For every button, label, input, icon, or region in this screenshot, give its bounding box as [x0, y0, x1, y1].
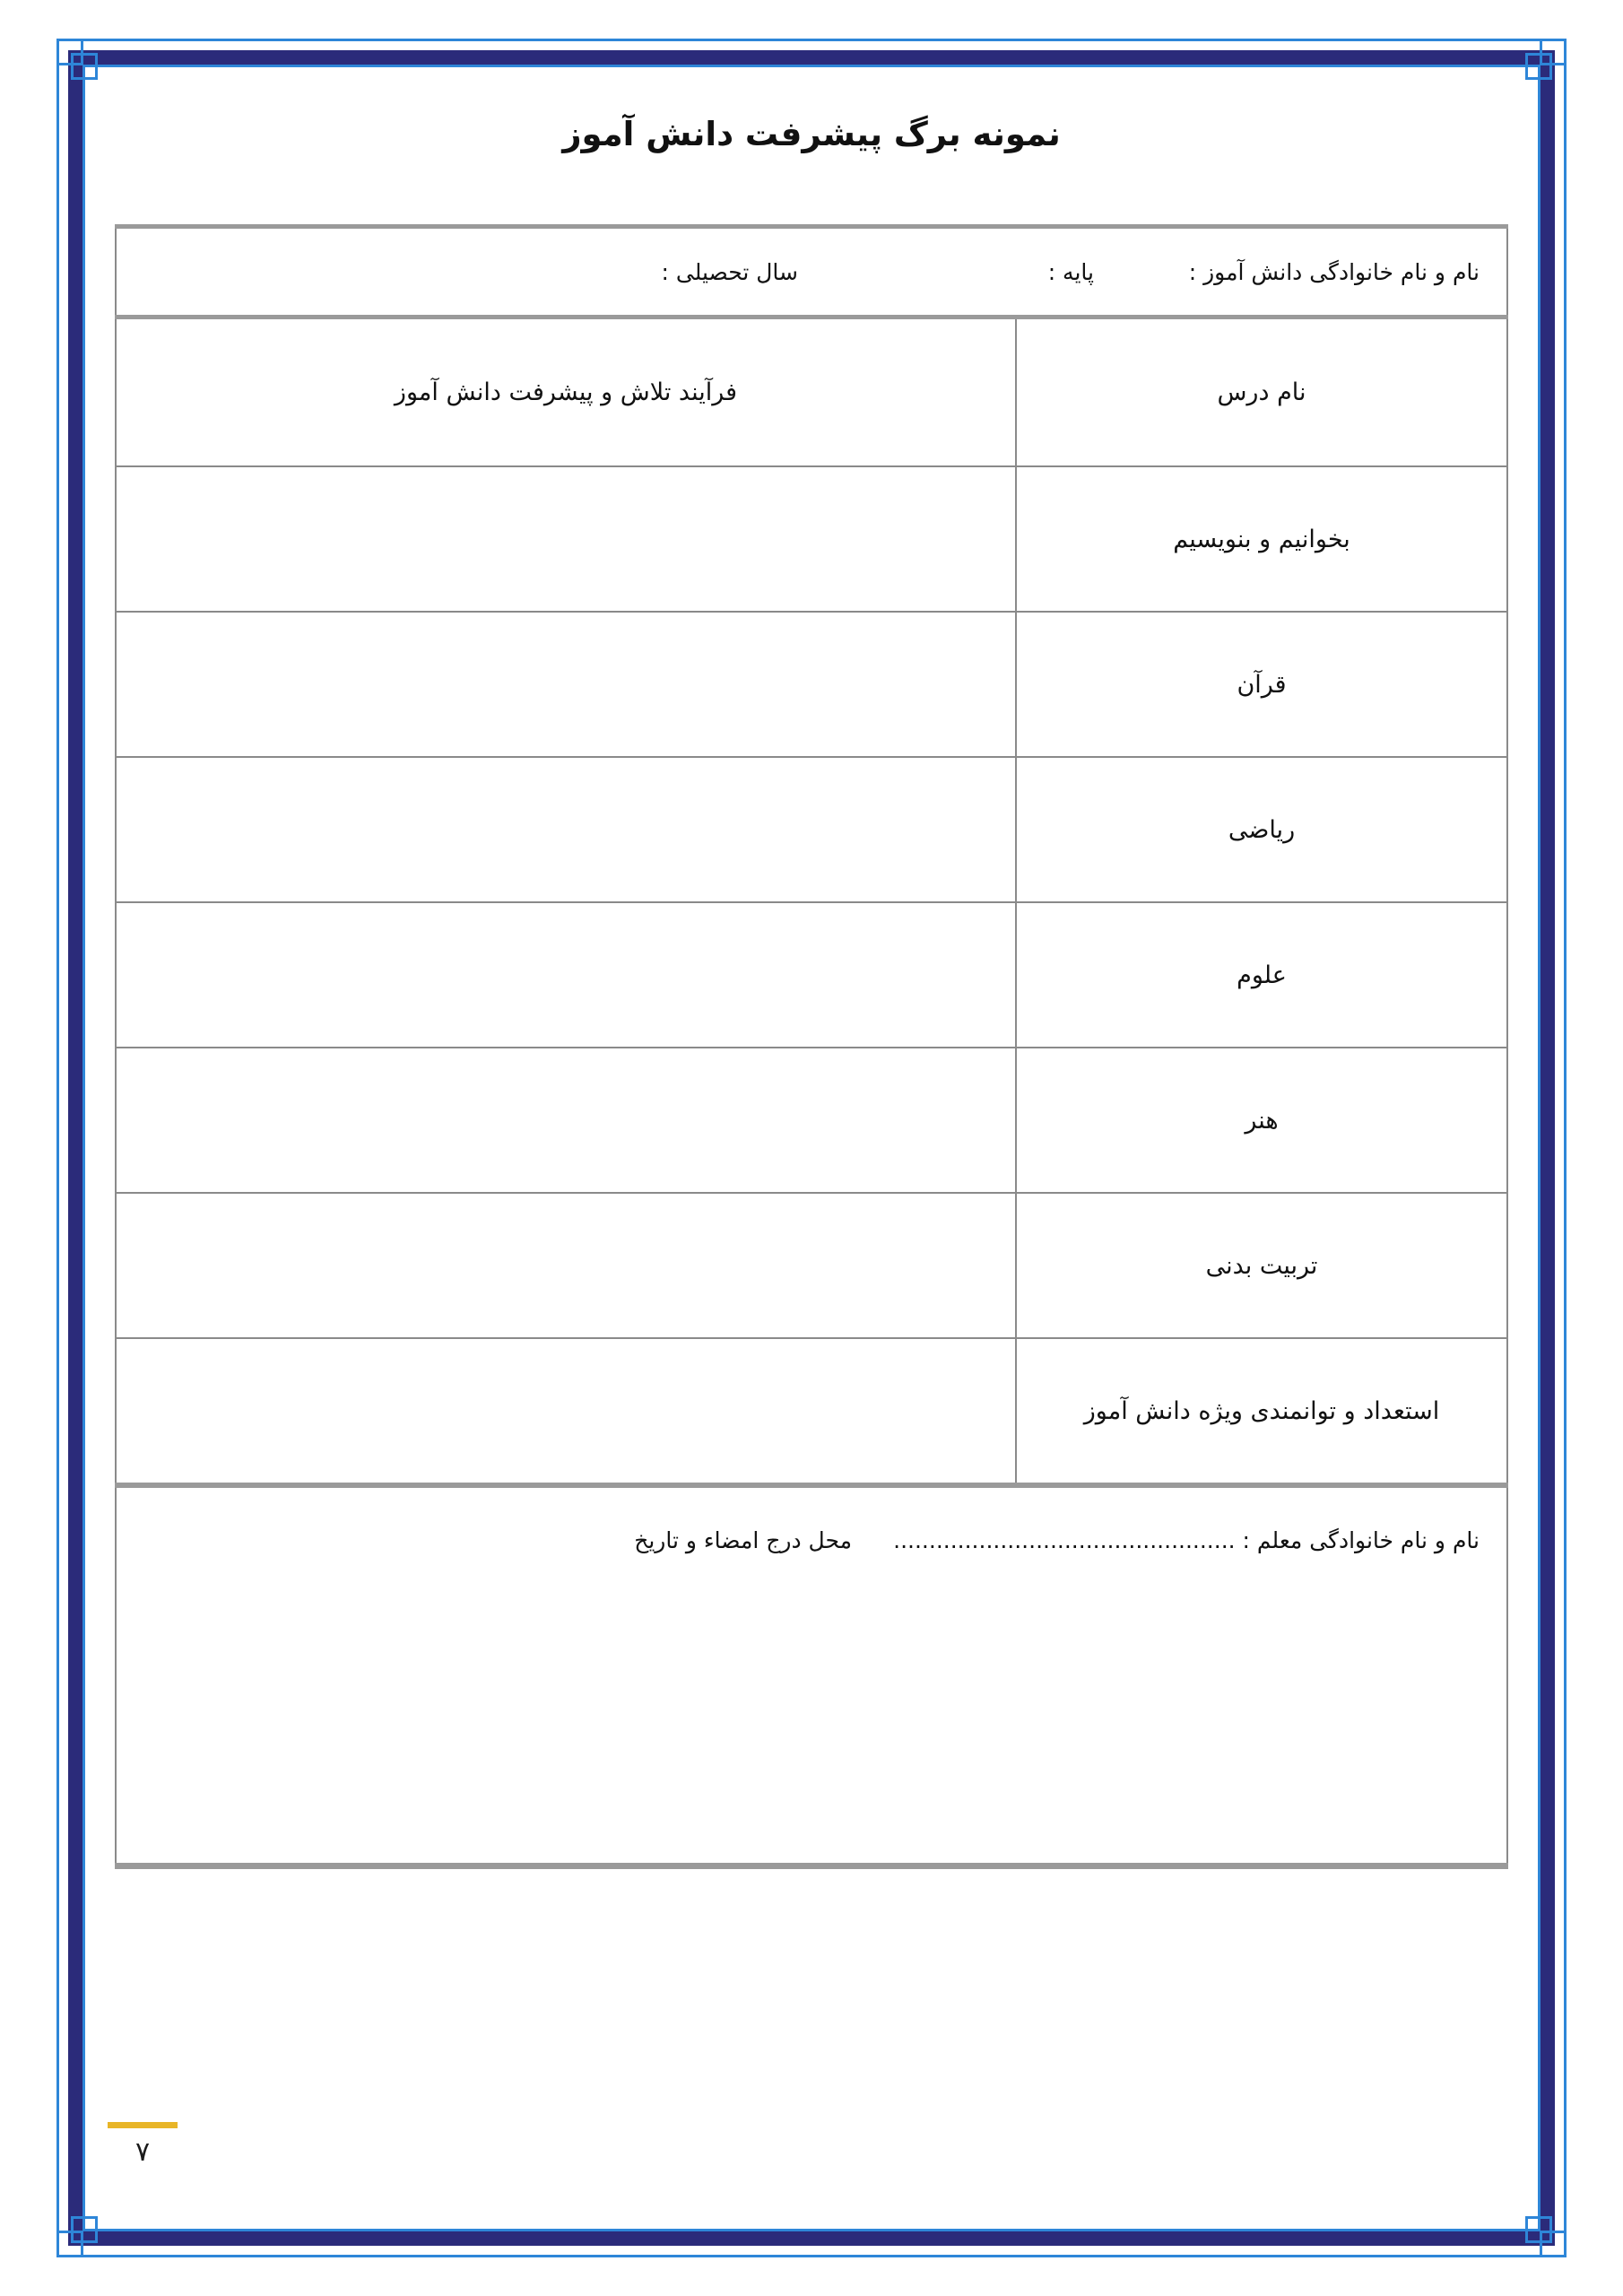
table-row: علوم	[115, 901, 1508, 1048]
academic-year-label: سال تحصیلی :	[661, 258, 798, 285]
page-number: ۷	[135, 2136, 151, 2168]
progress-entry-value[interactable]	[117, 1194, 1015, 1337]
progress-entry-value[interactable]	[117, 903, 1015, 1047]
table-row: تربیت بدنی	[115, 1192, 1508, 1339]
student-name-label: نام و نام خانوادگی دانش آموز :	[1188, 258, 1480, 285]
table-row: قرآن	[115, 611, 1508, 758]
page-number-rule	[108, 2122, 178, 2128]
column-header-process: فرآیند تلاش و پیشرفت دانش آموز	[394, 378, 738, 406]
table-row: استعداد و توانمندی ویژه دانش آموز	[115, 1337, 1508, 1488]
table-row: هنر	[115, 1047, 1508, 1194]
progress-entry-cell[interactable]	[115, 1337, 1017, 1488]
corner-ornament-bottom-right	[1525, 2216, 1567, 2257]
subject-name-cell: استعداد و توانمندی ویژه دانش آموز	[1015, 1337, 1508, 1488]
progress-entry-cell[interactable]	[115, 465, 1017, 613]
subject-name-cell: بخوانیم و بنویسیم	[1015, 465, 1508, 613]
table-row: ریاضی	[115, 756, 1508, 903]
subject-label: ریاضی	[1228, 815, 1296, 844]
table-row: بخوانیم و بنویسیم	[115, 465, 1508, 613]
column-header-process-cell: فرآیند تلاش و پیشرفت دانش آموز	[115, 316, 1017, 467]
signature-row: نام و نام خانوادگی معلم : ..............…	[115, 1484, 1508, 1869]
subject-label: تربیت بدنی	[1205, 1251, 1318, 1280]
subject-label: هنر	[1245, 1106, 1279, 1135]
subject-label: قرآن	[1237, 670, 1287, 699]
progress-entry-cell[interactable]	[115, 756, 1017, 903]
subject-label: علوم	[1237, 961, 1287, 989]
subject-label: بخوانیم و بنویسیم	[1173, 525, 1350, 553]
subject-name-cell: علوم	[1015, 901, 1508, 1048]
progress-entry-cell[interactable]	[115, 901, 1017, 1048]
progress-entry-value[interactable]	[117, 1048, 1015, 1192]
progress-entry-cell[interactable]	[115, 1192, 1017, 1339]
subject-label: استعداد و توانمندی ویژه دانش آموز	[1083, 1396, 1440, 1425]
progress-entry-value[interactable]	[117, 467, 1015, 611]
page-title: نمونه برگ پیشرفت دانش آموز	[562, 115, 1061, 153]
student-info-cell: نام و نام خانوادگی دانش آموز : پایه : سا…	[115, 224, 1508, 319]
table-header-row: نام درس فرآیند تلاش و پیشرفت دانش آموز	[115, 316, 1508, 467]
progress-entry-value[interactable]	[117, 1339, 1015, 1483]
progress-entry-cell[interactable]	[115, 611, 1017, 758]
teacher-name-label: نام و نام خانوادگی معلم : ..............…	[893, 1527, 1480, 1553]
corner-ornament-bottom-left	[56, 2216, 98, 2257]
column-header-subject: نام درس	[1217, 378, 1306, 406]
corner-ornament-top-right	[1525, 39, 1567, 80]
signature-date-label: محل درج امضاء و تاریخ	[634, 1527, 852, 1553]
subject-name-cell: هنر	[1015, 1047, 1508, 1194]
subject-name-cell: قرآن	[1015, 611, 1508, 758]
corner-ornament-top-left	[56, 39, 98, 80]
student-info-row: نام و نام خانوادگی دانش آموز : پایه : سا…	[115, 224, 1508, 319]
column-header-subject-cell: نام درس	[1015, 316, 1508, 467]
subject-name-cell: تربیت بدنی	[1015, 1192, 1508, 1339]
progress-sheet-table: نام و نام خانوادگی دانش آموز : پایه : سا…	[115, 224, 1508, 1869]
progress-entry-value[interactable]	[117, 758, 1015, 901]
student-grade-label: پایه :	[1047, 258, 1094, 285]
progress-entry-cell[interactable]	[115, 1047, 1017, 1194]
signature-cell[interactable]: نام و نام خانوادگی معلم : ..............…	[115, 1484, 1508, 1869]
subject-name-cell: ریاضی	[1015, 756, 1508, 903]
progress-entry-value[interactable]	[117, 613, 1015, 756]
